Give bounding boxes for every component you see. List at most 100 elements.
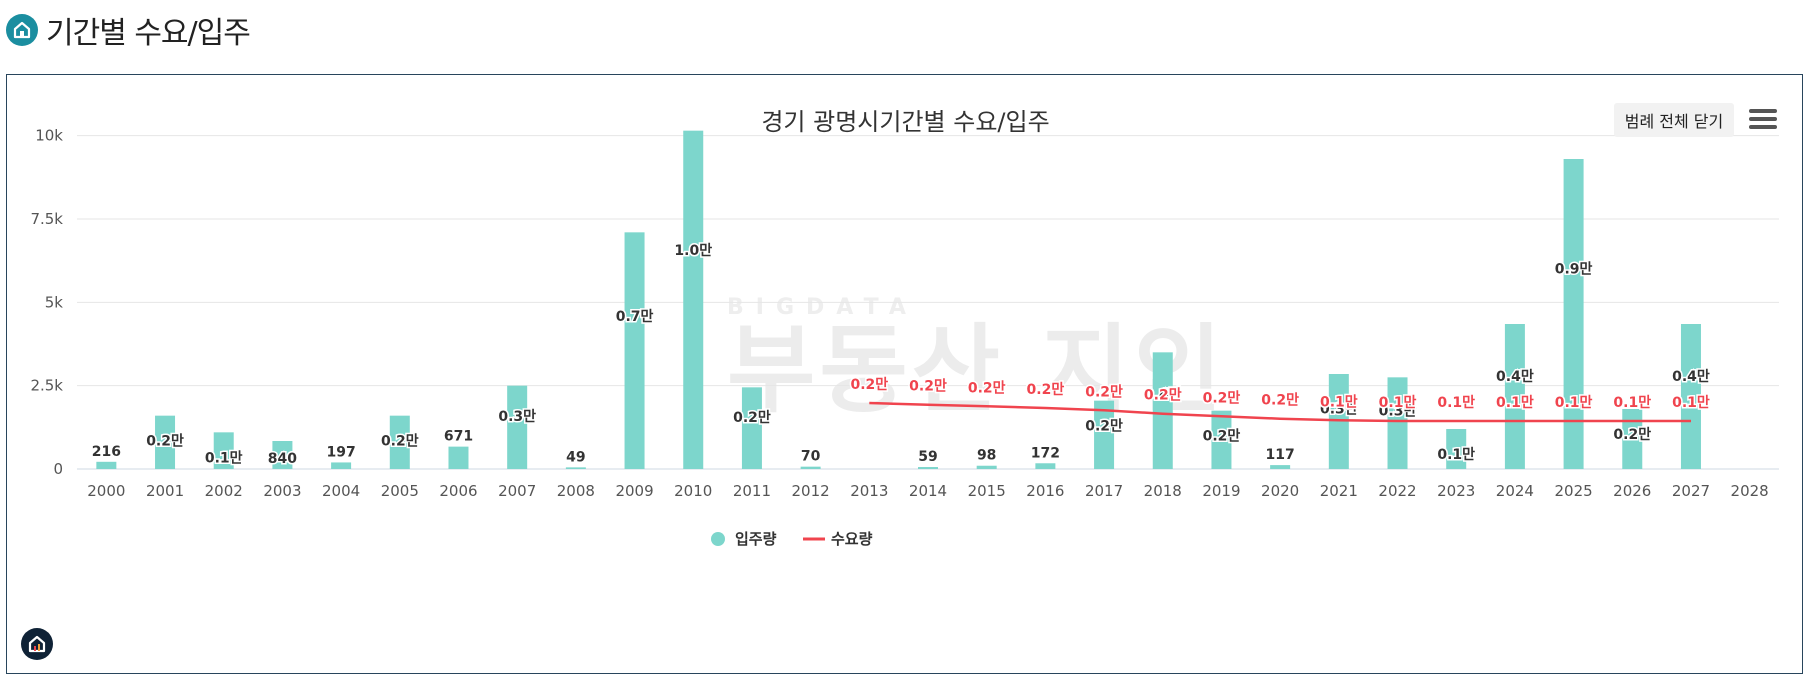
section-header: 기간별 수요/입주 — [6, 10, 250, 50]
bar-data-label: 1.0만 — [674, 243, 712, 259]
line-data-label: 0.1만 — [1672, 395, 1710, 411]
x-tick-label: 2027 — [1672, 482, 1710, 500]
bar — [1153, 352, 1173, 469]
bar-data-label: 671 — [444, 429, 473, 445]
line-data-label: 0.2만 — [909, 379, 947, 395]
bar-data-label: 840 — [268, 451, 297, 467]
legend-close-all-button[interactable]: 범례 전체 닫기 — [1614, 103, 1734, 137]
line-data-label: 0.2만 — [1144, 388, 1182, 404]
hamburger-menu-icon[interactable] — [1749, 109, 1777, 133]
bar — [742, 387, 762, 469]
x-tick-label: 2009 — [615, 482, 653, 500]
x-tick-label: 2020 — [1261, 482, 1299, 500]
x-tick-label: 2003 — [263, 482, 301, 500]
x-tick-label: 2007 — [498, 482, 536, 500]
bar — [448, 447, 468, 469]
x-tick-label: 2024 — [1496, 482, 1534, 500]
bar-data-label: 0.9만 — [1555, 262, 1593, 278]
bar-data-label: 0.2만 — [1203, 429, 1241, 445]
bar-data-label: 117 — [1266, 447, 1295, 463]
y-tick-label: 7.5k — [30, 210, 63, 228]
bar — [96, 462, 116, 469]
line-data-label: 0.2만 — [1203, 390, 1241, 406]
bar-data-label: 70 — [801, 449, 821, 465]
chart-card: BIGDATA 부동산 지인 0 2.5k 5k 7.5k 10k 2000 2001 200… — [6, 74, 1803, 674]
bar — [918, 467, 938, 469]
line-data-label: 0.1만 — [1613, 395, 1651, 411]
legend-label-line: 수요량 — [831, 530, 873, 548]
x-tick-label: 2001 — [146, 482, 184, 500]
bar-data-label: 0.2만 — [1613, 427, 1651, 443]
bar-data-label: 49 — [566, 449, 585, 465]
bar-data-label: 0.4만 — [1496, 369, 1534, 385]
bar-data-label: 0.4만 — [1672, 369, 1710, 385]
line-data-label: 0.1만 — [1379, 395, 1417, 411]
x-tick-label: 2016 — [1026, 482, 1064, 500]
x-tick-label: 2011 — [733, 482, 771, 500]
bar-data-label: 0.7만 — [616, 309, 654, 325]
bar — [1270, 465, 1290, 469]
bar-data-label: 0.2만 — [146, 434, 184, 450]
bar — [625, 232, 645, 469]
x-tick-label: 2002 — [205, 482, 243, 500]
line-data-label: 0.2만 — [1085, 384, 1123, 400]
bar-data-label: 59 — [918, 449, 937, 465]
chart-plot: 0 2.5k 5k 7.5k 10k 2000 2001 2002 2003 2004 2005 20… — [7, 75, 1802, 673]
bar — [801, 467, 821, 469]
legend-label-bar: 입주량 — [735, 530, 777, 548]
bar — [331, 462, 351, 469]
x-tick-label: 2012 — [792, 482, 830, 500]
y-tick-label: 5k — [45, 293, 64, 311]
bar-data-label: 0.1만 — [205, 450, 243, 466]
line-data-label: 0.1만 — [1555, 395, 1593, 411]
brand-logo-icon — [21, 628, 53, 660]
x-tick-label: 2014 — [909, 482, 947, 500]
x-tick-label: 2019 — [1202, 482, 1240, 500]
bar — [1035, 463, 1055, 469]
x-tick-label: 2004 — [322, 482, 360, 500]
bar-data-label: 98 — [977, 448, 996, 464]
page-title: 기간별 수요/입주 — [46, 8, 250, 52]
bar-data-label: 0.1만 — [1437, 447, 1475, 463]
line-data-label: 0.1만 — [1437, 395, 1475, 411]
bar-data-label: 0.2만 — [381, 434, 419, 450]
x-tick-label: 2013 — [850, 482, 888, 500]
x-tick-label: 2025 — [1554, 482, 1592, 500]
bar — [977, 466, 997, 469]
x-tick-label: 2010 — [674, 482, 712, 500]
y-tick-label: 2.5k — [30, 377, 63, 395]
chart-title: 경기 광명시기간별 수요/입주 — [7, 102, 1803, 137]
x-tick-label: 2023 — [1437, 482, 1475, 500]
x-tick-label: 2028 — [1731, 482, 1769, 500]
line-data-label: 0.2만 — [1261, 393, 1299, 409]
line-data-label: 0.1만 — [1496, 395, 1534, 411]
x-tick-label: 2021 — [1320, 482, 1358, 500]
bar-data-label: 172 — [1031, 445, 1060, 461]
x-tick-label: 2005 — [381, 482, 419, 500]
bar-data-label: 197 — [326, 444, 355, 460]
line-data-label: 0.2만 — [968, 380, 1006, 396]
home-icon — [6, 14, 38, 46]
bar-data-label: 0.2만 — [733, 410, 771, 426]
bar — [1564, 159, 1584, 469]
bar — [1388, 377, 1408, 469]
x-tick-label: 2000 — [87, 482, 125, 500]
bar-data-label: 0.2만 — [1085, 419, 1123, 435]
x-tick-label: 2022 — [1378, 482, 1416, 500]
bar — [507, 386, 527, 469]
line-data-label: 0.2만 — [850, 377, 888, 393]
bar-data-label: 216 — [92, 444, 121, 460]
bar — [683, 131, 703, 469]
x-tick-label: 2008 — [557, 482, 595, 500]
line-data-label: 0.1만 — [1320, 394, 1358, 410]
bar-data-label: 0.3만 — [498, 409, 536, 425]
x-tick-label: 2018 — [1144, 482, 1182, 500]
x-tick-label: 2015 — [968, 482, 1006, 500]
line-data-label: 0.2만 — [1027, 382, 1065, 398]
y-tick-label: 0 — [53, 460, 63, 478]
x-tick-label: 2026 — [1613, 482, 1651, 500]
x-tick-label: 2006 — [439, 482, 477, 500]
x-tick-label: 2017 — [1085, 482, 1123, 500]
legend-marker-bar — [711, 532, 725, 546]
bar — [566, 467, 586, 469]
